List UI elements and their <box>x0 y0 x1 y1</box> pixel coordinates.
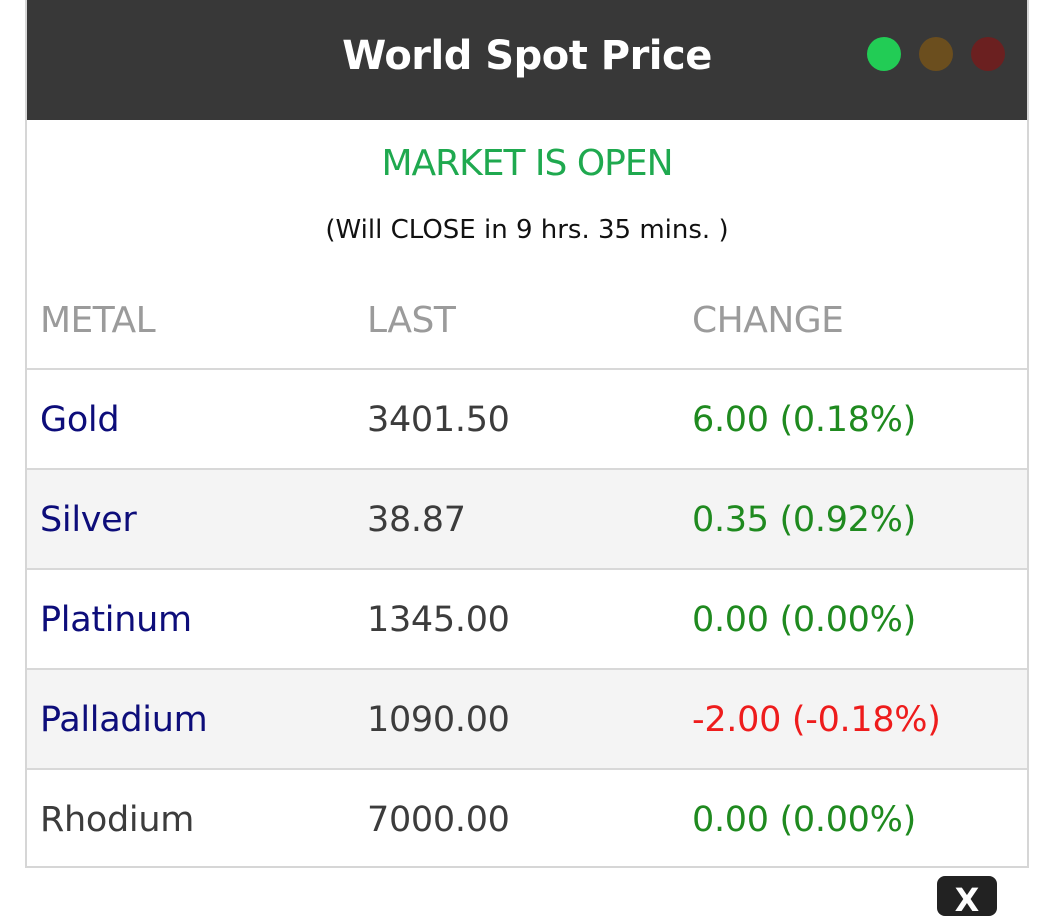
widget-header: World Spot Price <box>27 0 1027 120</box>
last-price: 1090.00 <box>367 700 510 740</box>
table-row: Platinum 1345.00 0.00 (0.00%) <box>27 568 1027 668</box>
metal-name: Rhodium <box>40 800 195 840</box>
metal-name[interactable]: Silver <box>40 500 137 540</box>
column-header-last: LAST <box>367 300 456 341</box>
table-row: Gold 3401.50 6.00 (0.18%) <box>27 368 1027 468</box>
metal-name[interactable]: Platinum <box>40 600 192 640</box>
price-change: 0.00 (0.00%) <box>692 600 916 640</box>
price-change: 0.35 (0.92%) <box>692 500 916 540</box>
price-change: 0.00 (0.00%) <box>692 800 916 840</box>
close-button[interactable]: X <box>937 876 997 919</box>
metal-name[interactable]: Palladium <box>40 700 208 740</box>
market-status: MARKET IS OPEN <box>381 143 673 184</box>
last-price: 3401.50 <box>367 400 510 440</box>
table-row: Palladium 1090.00 -2.00 (-0.18%) <box>27 668 1027 768</box>
spot-price-widget: World Spot Price MARKET IS OPEN (Will CL… <box>25 0 1029 868</box>
green-indicator-icon <box>867 37 901 71</box>
amber-indicator-icon <box>919 37 953 71</box>
column-header-change: CHANGE <box>692 300 844 341</box>
price-change: -2.00 (-0.18%) <box>692 700 941 740</box>
table-row: Silver 38.87 0.35 (0.92%) <box>27 468 1027 568</box>
price-change: 6.00 (0.18%) <box>692 400 916 440</box>
last-price: 7000.00 <box>367 800 510 840</box>
market-countdown: (Will CLOSE in 9 hrs. 35 mins. ) <box>325 215 729 245</box>
table-row: Rhodium 7000.00 0.00 (0.00%) <box>27 768 1027 868</box>
last-price: 38.87 <box>367 500 466 540</box>
column-header-metal: METAL <box>40 300 156 341</box>
metal-name[interactable]: Gold <box>40 400 120 440</box>
red-indicator-icon <box>971 37 1005 71</box>
widget-title: World Spot Price <box>342 33 712 79</box>
last-price: 1345.00 <box>367 600 510 640</box>
